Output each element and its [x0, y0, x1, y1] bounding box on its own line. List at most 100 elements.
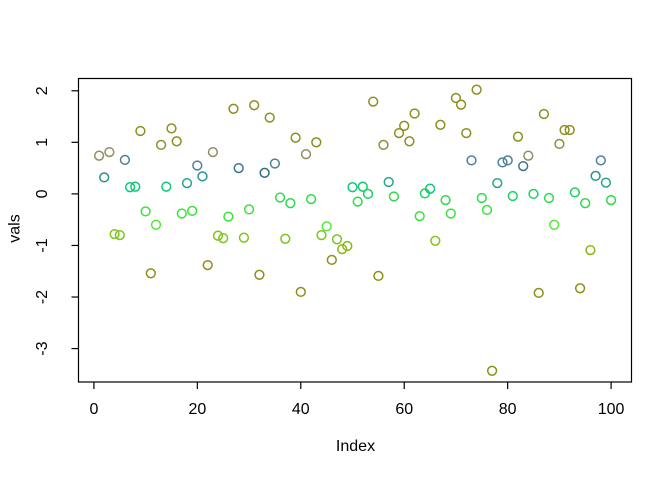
data-point [538, 108, 550, 120]
data-point [497, 157, 508, 168]
data-point [202, 259, 213, 271]
data-point [197, 171, 208, 182]
x-tick-label: 40 [292, 401, 310, 418]
data-point [321, 221, 332, 232]
y-axis-title: vals [6, 214, 24, 243]
data-point [569, 187, 581, 198]
data-point [450, 92, 462, 104]
x-tick-label: 20 [188, 401, 206, 418]
data-point [161, 181, 172, 192]
data-point [228, 103, 239, 114]
data-point [295, 286, 306, 298]
data-point [207, 146, 219, 158]
data-point [461, 127, 472, 139]
data-point [342, 240, 353, 252]
data-point [507, 190, 518, 202]
data-point [549, 219, 560, 230]
data-point [181, 177, 193, 189]
data-point [383, 176, 394, 188]
data-point [130, 181, 141, 192]
data-point [124, 182, 136, 193]
data-point [492, 177, 503, 189]
data-point [404, 136, 415, 147]
data-point [243, 204, 255, 215]
data-point [523, 150, 534, 161]
data-point [512, 131, 524, 142]
data-point [580, 198, 591, 209]
data-point [311, 137, 322, 148]
data-point [471, 84, 482, 95]
data-point [166, 123, 177, 134]
data-point [300, 149, 312, 160]
data-point [135, 125, 146, 137]
y-tick-label: 1 [34, 138, 51, 147]
data-point [249, 100, 260, 111]
data-point [502, 155, 513, 166]
data-point [269, 158, 281, 169]
data-point [430, 235, 441, 246]
data-point [109, 228, 120, 240]
data-point [264, 112, 275, 123]
data-point [223, 211, 234, 222]
data-point [259, 167, 270, 178]
x-tick-label: 60 [395, 401, 413, 418]
data-point [192, 160, 203, 171]
y-tick-label: -3 [34, 341, 51, 355]
data-point [595, 155, 606, 166]
data-point [424, 183, 436, 194]
data-point [274, 192, 286, 203]
data-point [150, 219, 162, 230]
data-point [440, 194, 451, 206]
data-point [445, 208, 456, 219]
data-point [476, 192, 487, 204]
data-point [140, 206, 151, 217]
data-point [409, 108, 420, 119]
data-point [316, 229, 327, 241]
data-point [187, 205, 198, 217]
data-point [373, 270, 384, 282]
x-tick-label: 100 [598, 401, 625, 418]
data-point [528, 188, 539, 200]
data-point [280, 233, 291, 244]
data-point [559, 124, 570, 136]
x-axis-title: Index [335, 438, 376, 455]
plot-box [77, 77, 633, 383]
data-point [368, 96, 379, 107]
data-point [119, 154, 131, 166]
data-point [533, 287, 544, 299]
data-point [455, 99, 467, 110]
data-point [600, 177, 612, 188]
data-point [331, 234, 343, 245]
data-point [554, 138, 565, 150]
data-point [590, 170, 601, 182]
y-tick-label: -1 [34, 238, 51, 252]
data-point [585, 244, 596, 256]
data-point [564, 124, 575, 136]
data-point [337, 243, 348, 255]
data-point [399, 120, 410, 131]
y-tick-label: -2 [34, 290, 51, 304]
data-point [481, 204, 493, 216]
data-point [212, 230, 224, 241]
data-point [145, 268, 156, 279]
data-point [518, 160, 529, 172]
y-tick-label: 2 [34, 86, 51, 95]
data-point [238, 232, 250, 243]
data-point [155, 139, 167, 151]
data-point [218, 233, 229, 244]
x-tick-label: 80 [499, 401, 517, 418]
data-point [305, 193, 317, 205]
data-point [466, 155, 477, 166]
x-tick-label: 0 [89, 401, 98, 418]
data-point [574, 283, 586, 294]
data-point [254, 269, 265, 280]
data-point [357, 181, 368, 192]
data-point [419, 188, 431, 199]
data-point [605, 194, 617, 206]
data-point [114, 229, 125, 241]
data-point [435, 119, 446, 130]
data-point [176, 208, 187, 219]
data-point [233, 162, 244, 174]
data-point [347, 182, 358, 193]
